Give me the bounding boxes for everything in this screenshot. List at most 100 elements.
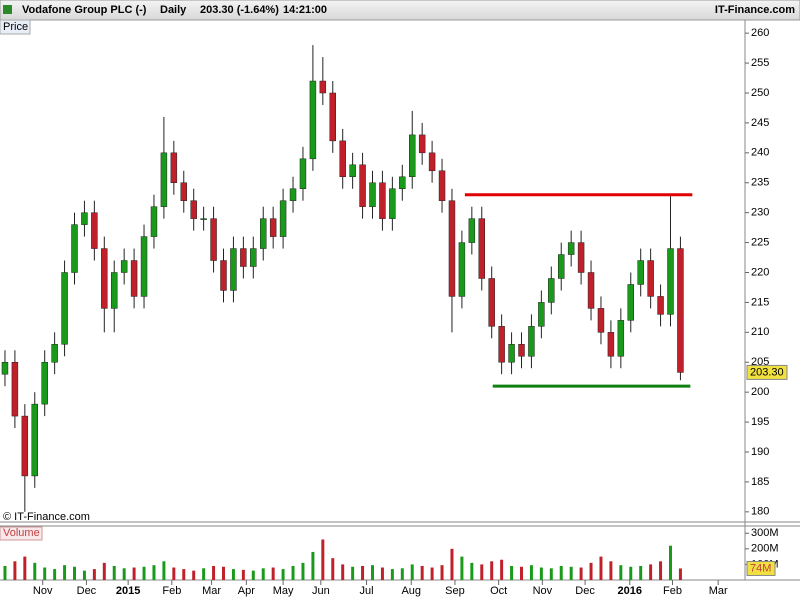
volume-bar (182, 569, 186, 580)
candle-body (91, 212, 98, 249)
candle-body (339, 140, 346, 178)
volume-bar (440, 565, 444, 580)
candle-body (269, 218, 277, 237)
x-tick-label: Feb (162, 585, 181, 597)
volume-bar (291, 565, 295, 580)
volume-bar (450, 548, 454, 580)
candle-body (289, 188, 297, 201)
volume-bar (271, 567, 275, 580)
candle-body (260, 218, 267, 249)
volume-bar (251, 570, 255, 580)
volume-bar (222, 566, 225, 580)
volume-bar (589, 562, 593, 580)
time: 14:21:00 (283, 4, 327, 16)
volume-bar (500, 559, 504, 580)
y-tick-label: 225 (751, 236, 769, 248)
candle-body (319, 80, 327, 94)
candle-body (478, 218, 485, 279)
volume-bar (63, 565, 67, 580)
volume-bar (400, 568, 404, 580)
candle-body (41, 361, 48, 405)
x-tick-label: Oct (490, 585, 507, 597)
volume-bar (569, 566, 573, 580)
volume-bar (510, 565, 514, 580)
volume-bar (599, 556, 603, 580)
panel-label: Volume (3, 527, 40, 539)
volume-bar (529, 565, 533, 580)
y-tick-label: 200M (751, 543, 779, 555)
volume-bar (301, 562, 305, 580)
volume-bar (639, 565, 643, 580)
candle-body (558, 254, 565, 279)
candle-body (627, 284, 634, 321)
candle-body (190, 200, 197, 219)
candle-body (120, 260, 128, 273)
y-tick-label: 200 (751, 386, 769, 398)
volume-bar (33, 562, 37, 580)
volume-bar (202, 568, 206, 580)
y-tick-label: 215 (751, 296, 769, 308)
candle-body (409, 134, 416, 178)
candle-body (667, 248, 674, 315)
volume-bar (112, 565, 116, 580)
volume-bar (649, 564, 653, 580)
volume-bar (609, 561, 613, 580)
volume-bar (380, 567, 384, 580)
candle-body (528, 326, 535, 357)
volume-bar (490, 561, 494, 580)
candle-body (488, 278, 495, 327)
last-volume-label: 74M (750, 562, 771, 574)
site: IT-Finance.com (715, 4, 795, 16)
candle-body (418, 134, 426, 154)
volume-bar (480, 564, 484, 580)
volume-bar (669, 545, 672, 580)
candle-body (329, 92, 336, 142)
header-bar (0, 0, 800, 21)
volume-bar (539, 567, 543, 580)
candle-body (1, 361, 9, 375)
panel-label: Price (3, 21, 28, 33)
volume-bar (549, 568, 553, 580)
volume-bar (629, 566, 633, 580)
y-tick-label: 185 (751, 476, 769, 488)
candle-body (448, 200, 456, 297)
x-tick-label: Jul (360, 585, 374, 597)
candle-body (31, 403, 38, 477)
candle-body (230, 248, 237, 291)
candle-body (428, 152, 436, 172)
volume-bar (351, 566, 355, 580)
y-tick-label: 210 (751, 326, 769, 338)
candle-body (140, 236, 148, 297)
volume-bar (619, 565, 623, 580)
candle-body (309, 80, 317, 160)
last-volume-box (746, 560, 776, 576)
candle-body (160, 152, 168, 207)
volume-bar (520, 566, 523, 580)
y-tick-label: 300M (751, 527, 779, 539)
x-tick-label: May (273, 585, 294, 597)
candle-body (359, 164, 366, 207)
volume-bar (390, 569, 394, 580)
candle-body (617, 320, 625, 357)
candle-body (150, 206, 158, 237)
candle-body (597, 308, 605, 333)
volume-bar (321, 539, 325, 580)
volume-bar (102, 562, 106, 580)
y-tick-label: 180 (751, 506, 769, 518)
candle-body (438, 170, 446, 201)
volume-bar (122, 568, 126, 580)
volume-bar (142, 566, 146, 580)
candle-body (587, 272, 595, 309)
x-tick-label: Dec (575, 585, 595, 597)
candle-body (607, 332, 615, 357)
candle-body (61, 272, 68, 345)
quote: 203.30 (-1.64%) (200, 4, 279, 16)
volume-bar (212, 565, 216, 580)
volume-bar (92, 569, 96, 580)
volume-bar (470, 562, 474, 580)
volume-bar (132, 567, 136, 580)
x-tick-label: Mar (202, 585, 221, 597)
volume-bar (341, 564, 345, 580)
volume-bar (371, 565, 374, 580)
volume-bar (410, 564, 414, 580)
